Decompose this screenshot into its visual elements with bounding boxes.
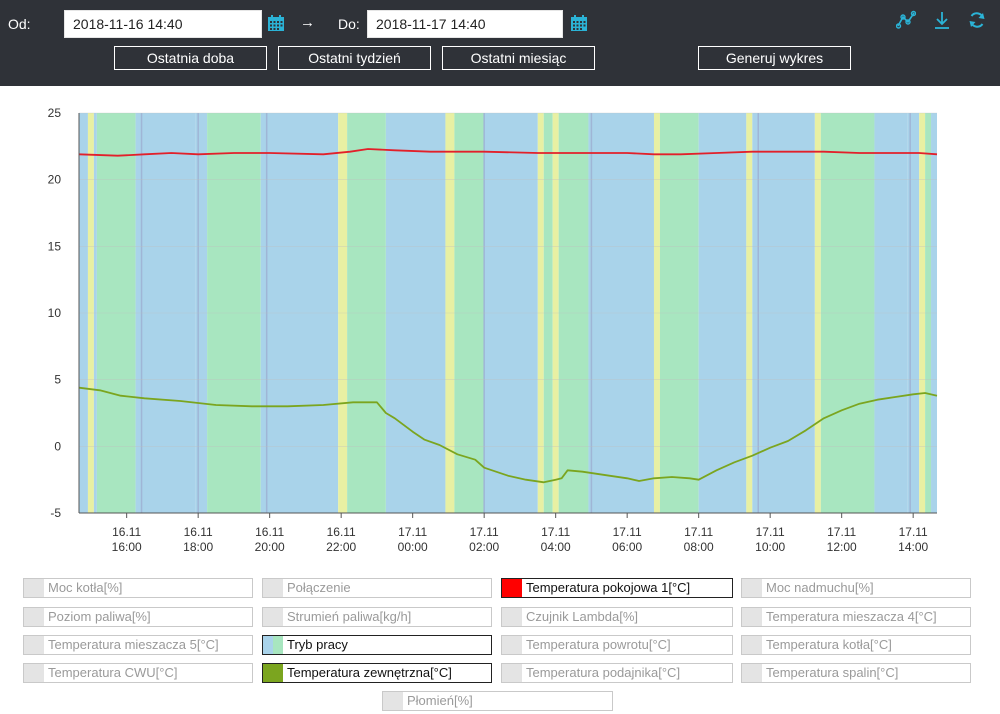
generate-chart-button[interactable]: Generuj wykres [698,46,851,70]
x-tick-label: 16.11 20:00 [255,525,285,554]
legend-item[interactable]: Temperatura zewnętrzna[°C] [262,663,492,683]
calendar-icon[interactable] [267,14,285,32]
legend-item[interactable]: Temperatura spalin[°C] [741,663,971,683]
last-day-button[interactable]: Ostatnia doba [114,46,267,70]
range-arrow: → [300,14,315,31]
chart-line-icon[interactable] [896,10,916,30]
from-label: Od: [8,16,31,32]
legend-swatch [24,579,44,597]
legend-swatch [263,579,283,597]
legend-item[interactable]: Strumień paliwa[kg/h] [262,607,492,627]
refresh-icon[interactable] [967,10,987,30]
y-tick-label: 0 [54,439,61,453]
legend-swatch [502,664,522,682]
legend-label: Temperatura CWU[°C] [48,665,178,680]
legend-item[interactable]: Moc kotła[%] [23,578,253,598]
legend-label: Czujnik Lambda[%] [526,609,638,624]
series-line [78,148,938,157]
x-tick-label: 17.11 14:00 [898,525,928,554]
y-tick-label: 10 [48,306,62,320]
legend-item[interactable]: Temperatura powrotu[°C] [501,635,733,655]
legend-label: Strumień paliwa[kg/h] [287,609,412,624]
legend-swatch [263,636,283,654]
legend-label: Temperatura powrotu[°C] [526,637,671,652]
legend-item[interactable]: Temperatura podajnika[°C] [501,663,733,683]
legend-swatch [263,664,283,682]
legend-item[interactable]: Moc nadmuchu[%] [741,578,971,598]
legend-item[interactable]: Temperatura mieszacza 4[°C] [741,607,971,627]
download-icon[interactable] [932,10,952,30]
legend-label: Temperatura mieszacza 4[°C] [766,609,937,624]
legend-item[interactable]: Poziom paliwa[%] [23,607,253,627]
x-tick-label: 17.11 06:00 [612,525,642,554]
x-tick-label: 16.11 18:00 [183,525,213,554]
legend-label: Temperatura mieszacza 5[°C] [48,637,219,652]
x-tick-label: 17.11 02:00 [469,525,499,554]
legend-label: Tryb pracy [287,637,348,652]
x-tick-label: 17.11 00:00 [398,525,428,554]
legend-item[interactable]: Temperatura pokojowa 1[°C] [501,578,733,598]
legend-item[interactable]: Tryb pracy [262,635,492,655]
x-tick-label: 17.11 04:00 [541,525,571,554]
legend-swatch [742,664,762,682]
legend-label: Poziom paliwa[%] [48,609,151,624]
x-tick-label: 16.11 22:00 [326,525,356,554]
legend-item[interactable]: Płomień[%] [382,691,613,711]
legend-item[interactable]: Czujnik Lambda[%] [501,607,733,627]
legend-swatch [383,692,403,710]
calendar-icon[interactable] [570,14,588,32]
to-date-input[interactable]: 2018-11-17 14:40 [367,10,563,38]
legend-swatch [502,608,522,626]
y-tick-label: 20 [48,173,62,187]
toolbar: Od: 2018-11-16 14:40 → Do: 2018-11-17 14… [0,0,1000,86]
y-tick-label: -5 [50,506,61,520]
legend-label: Płomień[%] [407,693,473,708]
from-date-input[interactable]: 2018-11-16 14:40 [64,10,262,38]
legend-swatch [24,636,44,654]
x-tick-label: 17.11 10:00 [755,525,785,554]
x-tick-label: 17.11 08:00 [684,525,714,554]
to-label: Do: [338,16,360,32]
legend-item[interactable]: Temperatura mieszacza 5[°C] [23,635,253,655]
legend-swatch [24,608,44,626]
legend-swatch [742,579,762,597]
legend-swatch [502,579,522,597]
legend-swatch [24,664,44,682]
legend-label: Moc kotła[%] [48,580,123,595]
line-chart: 25 20 15 10 5 0 -5 16.11 16:00 16.11 18:00 16.11 20… [48,106,938,554]
legend-label: Połączenie [287,580,351,595]
legend-item[interactable]: Temperatura kotła[°C] [741,635,971,655]
legend-label: Temperatura zewnętrzna[°C] [287,665,452,680]
legend-label: Moc nadmuchu[%] [766,580,874,595]
legend-label: Temperatura pokojowa 1[°C] [526,580,691,595]
legend-label: Temperatura podajnika[°C] [526,665,681,680]
legend-label: Temperatura kotła[°C] [766,637,892,652]
x-tick-label: 16.11 16:00 [112,525,142,554]
legend-swatch [742,608,762,626]
y-tick-label: 5 [54,373,61,387]
series-line [78,386,938,484]
last-week-button[interactable]: Ostatni tydzień [278,46,431,70]
y-tick-label: 15 [48,239,62,253]
legend-label: Temperatura spalin[°C] [766,665,899,680]
legend-item[interactable]: Połączenie [262,578,492,598]
x-tick-label: 17.11 12:00 [827,525,857,554]
y-tick-label: 25 [48,106,62,120]
legend-swatch [502,636,522,654]
legend-swatch [263,608,283,626]
legend-swatch [742,636,762,654]
last-month-button[interactable]: Ostatni miesiąc [442,46,595,70]
legend-item[interactable]: Temperatura CWU[°C] [23,663,253,683]
